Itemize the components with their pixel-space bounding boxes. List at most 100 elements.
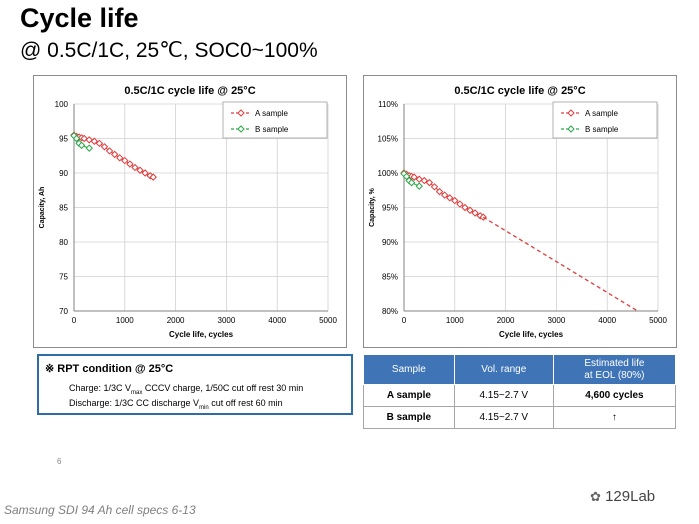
y-tick-label: 75 <box>59 273 68 282</box>
chart-left-svg: 0.5C/1C cycle life @ 25°C 0 1000 2000 3000 40… <box>39 85 337 339</box>
data-point-marker <box>415 182 423 190</box>
table-cell-vol-range: 4.15~2.7 V <box>453 406 554 429</box>
rpt-condition-box: ※ RPT condition @ 25°C Charge: 1/3C Vmax… <box>37 354 353 415</box>
x-axis-label: Cycle life, cycles <box>169 330 234 339</box>
data-point-marker <box>410 173 418 181</box>
x-axis-label: Cycle life, cycles <box>499 330 564 339</box>
y-tick-label: 85 <box>59 204 68 213</box>
rpt-charge-line: Charge: 1/3C Vmax CCCV charge, 1/50C cut… <box>69 383 303 396</box>
data-point-marker <box>77 141 86 150</box>
rpt-discharge-line: Discharge: 1/3C CC discharge Vmin cut of… <box>69 398 283 411</box>
legend-label: A sample <box>255 109 288 118</box>
x-tick-label: 0 <box>402 316 407 325</box>
brand-label: 129Lab <box>605 488 656 505</box>
data-point-marker <box>95 139 104 148</box>
x-tick-label: 1000 <box>116 316 134 325</box>
y-tick-label: 95% <box>382 204 398 213</box>
chart-left: 0.5C/1C cycle life @ 25°C 0 1000 2000 3000 40… <box>33 75 347 348</box>
data-point-marker <box>425 178 434 187</box>
table-header-estimated-life: Estimated life at EOL (80%) <box>552 354 677 385</box>
y-tick-label: 110% <box>378 100 398 109</box>
chart-title: 0.5C/1C cycle life @ 25°C <box>124 85 255 97</box>
legend-swatch-marker <box>237 109 245 117</box>
table-header-sample: Sample <box>363 354 455 385</box>
x-tick-label: 0 <box>72 316 77 325</box>
chart-right: 0.5C/1C cycle life @ 25°C 0 1000 2000 3000 40… <box>363 75 677 348</box>
rpt-discharge-prefix: Discharge: 1/3C CC discharge V <box>69 398 200 408</box>
trend-line-extrapolation <box>482 216 639 312</box>
data-point-marker <box>90 137 99 145</box>
data-point-marker <box>456 200 464 208</box>
page-subtitle: @ 0.5C/1C, 25℃, SOC0~100% <box>20 39 318 62</box>
data-point-marker <box>72 134 81 143</box>
y-axis-label: Capacity, Ah <box>39 187 46 229</box>
rpt-discharge-suffix: cut off rest 60 min <box>208 398 283 408</box>
rpt-title: ※ RPT condition @ 25°C <box>45 363 174 375</box>
data-point-marker <box>430 183 439 191</box>
brand-watermark: ✿ 129Lab <box>590 488 655 505</box>
data-point-marker <box>136 166 144 174</box>
x-tick-label: 1000 <box>446 316 464 325</box>
y-tick-label: 70 <box>59 307 68 316</box>
data-point-marker <box>446 194 454 202</box>
legend-label: B sample <box>255 125 289 134</box>
data-point-marker <box>110 150 119 159</box>
legend-swatch-marker <box>567 109 575 117</box>
data-point-marker <box>440 191 449 199</box>
legend-label: B sample <box>585 125 619 134</box>
x-tick-label: 3000 <box>548 316 566 325</box>
y-tick-label: 80 <box>59 238 68 247</box>
estimated-life-table: Sample Vol. range Estimated life at EOL … <box>363 354 677 429</box>
y-tick-label: 105% <box>378 135 398 144</box>
rpt-charge-sub: max <box>131 389 143 396</box>
x-tick-label: 2000 <box>497 316 515 325</box>
table-cell-estimated-life: 4,600 cycles <box>552 384 677 407</box>
y-tick-label: 95 <box>59 135 68 144</box>
rpt-charge-prefix: Charge: 1/3C V <box>69 383 132 393</box>
page-title: Cycle life <box>20 3 139 33</box>
data-point-marker <box>131 163 139 172</box>
rpt-charge-suffix: CCCV charge, 1/50C cut off rest 30 min <box>142 383 304 393</box>
data-point-marker <box>121 156 129 165</box>
table-cell-estimated-life: ↑ <box>552 406 677 429</box>
data-point-marker <box>466 206 474 214</box>
x-tick-label: 5000 <box>319 316 337 325</box>
data-point-marker <box>141 169 149 177</box>
wechat-icon: ✿ <box>590 489 601 504</box>
data-point-marker <box>461 203 469 212</box>
data-point-marker <box>105 147 114 155</box>
data-point-marker <box>116 154 124 162</box>
data-point-marker <box>471 209 479 217</box>
table-row: A sample 4.15~2.7 V 4,600 cycles <box>363 384 677 407</box>
y-tick-label: 85% <box>382 273 398 282</box>
data-point-marker <box>126 160 134 168</box>
y-axis-label: Capacity, % <box>369 187 376 227</box>
rpt-discharge-sub: min <box>199 404 209 411</box>
x-tick-label: 2000 <box>167 316 185 325</box>
table-header-vol-range: Vol. range <box>453 354 554 385</box>
data-point-marker <box>407 178 416 187</box>
data-point-marker <box>420 176 429 185</box>
chart-right-svg: 0.5C/1C cycle life @ 25°C 0 1000 2000 3000 40… <box>369 85 667 339</box>
x-tick-label: 3000 <box>218 316 236 325</box>
y-tick-label: 80% <box>382 307 398 316</box>
table-cell-vol-range: 4.15~2.7 V <box>453 384 554 407</box>
legend-swatch-marker <box>237 125 245 133</box>
table-row: B sample 4.15~2.7 V ↑ <box>363 406 677 429</box>
y-tick-label: 90% <box>382 238 398 247</box>
data-point-marker <box>451 196 459 205</box>
data-point-marker <box>435 187 444 196</box>
y-tick-label: 100% <box>378 169 398 178</box>
x-tick-label: 4000 <box>268 316 286 325</box>
table-cell-sample: B sample <box>363 406 455 429</box>
y-tick-label: 100 <box>55 100 69 109</box>
data-point-marker <box>100 143 109 151</box>
chart-title: 0.5C/1C cycle life @ 25°C <box>454 85 585 97</box>
x-tick-label: 4000 <box>598 316 616 325</box>
page-number: 6 <box>57 457 62 466</box>
x-tick-label: 5000 <box>649 316 667 325</box>
image-caption: Samsung SDI 94 Ah cell specs 6-13 <box>4 503 196 517</box>
legend-swatch-marker <box>567 125 575 133</box>
data-point-marker <box>149 173 157 181</box>
data-point-marker <box>85 144 93 152</box>
